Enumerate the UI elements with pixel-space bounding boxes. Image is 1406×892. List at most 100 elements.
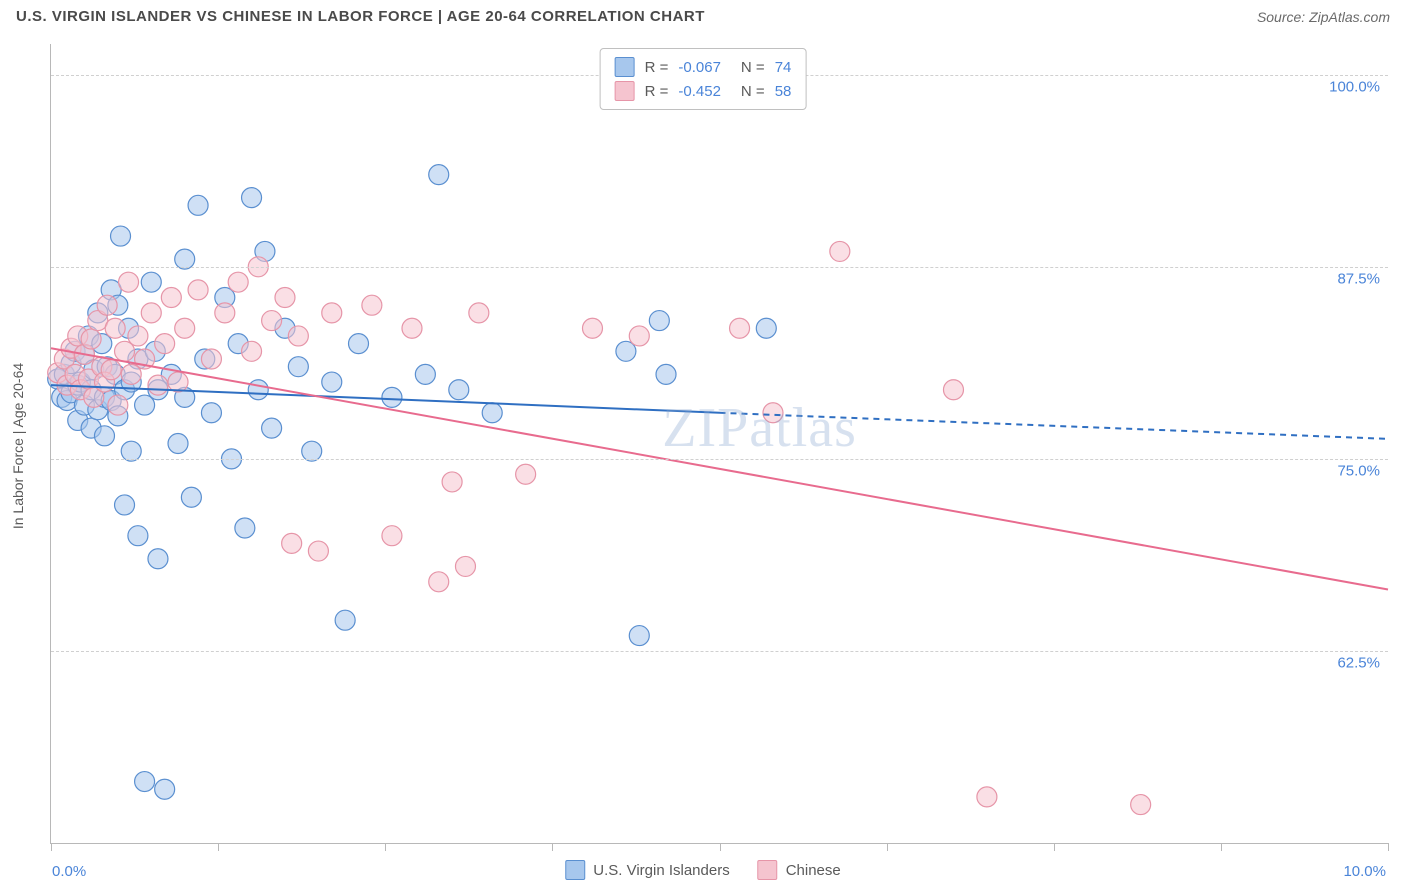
data-point	[288, 326, 308, 346]
data-point	[415, 364, 435, 384]
chart-source: Source: ZipAtlas.com	[1257, 9, 1390, 25]
data-point	[128, 326, 148, 346]
data-point	[119, 272, 139, 292]
data-point	[516, 464, 536, 484]
data-point	[168, 372, 188, 392]
data-point	[201, 349, 221, 369]
data-point	[242, 188, 262, 208]
stat-n-value: 74	[775, 59, 792, 76]
data-point	[382, 387, 402, 407]
data-point	[262, 311, 282, 331]
data-point	[128, 526, 148, 546]
x-axis-max-label: 10.0%	[1343, 863, 1386, 880]
data-point	[115, 495, 135, 515]
data-point	[148, 375, 168, 395]
data-point	[275, 288, 295, 308]
data-point	[429, 572, 449, 592]
swatch-icon	[615, 57, 635, 77]
y-axis-label: In Labor Force | Age 20-64	[10, 363, 26, 529]
data-point	[449, 380, 469, 400]
data-point	[469, 303, 489, 323]
data-point	[148, 549, 168, 569]
trend-line-extrapolated	[720, 413, 1389, 439]
data-point	[155, 779, 175, 799]
data-point	[763, 403, 783, 423]
stats-legend-box: R = -0.067 N = 74 R = -0.452 N = 58	[600, 48, 807, 110]
data-point	[582, 318, 602, 338]
stat-r-label: R =	[645, 59, 669, 76]
stat-r-label: R =	[645, 83, 669, 100]
data-point	[215, 303, 235, 323]
legend-label: Chinese	[786, 862, 841, 879]
swatch-icon	[565, 860, 585, 880]
legend-item: U.S. Virgin Islanders	[565, 860, 729, 880]
data-point	[442, 472, 462, 492]
data-point	[175, 318, 195, 338]
stat-r-value: -0.067	[678, 59, 721, 76]
swatch-icon	[758, 860, 778, 880]
data-point	[94, 426, 114, 446]
data-point	[188, 280, 208, 300]
legend-label: U.S. Virgin Islanders	[593, 862, 729, 879]
scatter-svg	[51, 44, 1388, 843]
data-point	[108, 395, 128, 415]
data-point	[629, 326, 649, 346]
data-point	[308, 541, 328, 561]
data-point	[161, 288, 181, 308]
data-point	[756, 318, 776, 338]
stats-row: R = -0.067 N = 74	[615, 55, 792, 79]
data-point	[382, 526, 402, 546]
data-point	[188, 195, 208, 215]
data-point	[228, 272, 248, 292]
data-point	[322, 372, 342, 392]
data-point	[81, 329, 101, 349]
data-point	[155, 334, 175, 354]
data-point	[977, 787, 997, 807]
data-point	[730, 318, 750, 338]
stat-r-value: -0.452	[678, 83, 721, 100]
data-point	[402, 318, 422, 338]
data-point	[362, 295, 382, 315]
data-point	[135, 772, 155, 792]
stat-n-label: N =	[741, 83, 765, 100]
data-point	[455, 556, 475, 576]
stat-n-value: 58	[775, 83, 792, 100]
stat-n-label: N =	[741, 59, 765, 76]
data-point	[141, 303, 161, 323]
data-point	[201, 403, 221, 423]
trend-line	[51, 348, 1388, 589]
chart-title: U.S. VIRGIN ISLANDER VS CHINESE IN LABOR…	[16, 8, 705, 25]
data-point	[335, 610, 355, 630]
data-point	[288, 357, 308, 377]
data-point	[830, 241, 850, 261]
data-point	[1131, 795, 1151, 815]
data-point	[262, 418, 282, 438]
data-point	[248, 380, 268, 400]
data-point	[101, 360, 121, 380]
series-legend: U.S. Virgin Islanders Chinese	[565, 860, 841, 880]
data-point	[629, 626, 649, 646]
stats-row: R = -0.452 N = 58	[615, 79, 792, 103]
data-point	[943, 380, 963, 400]
data-point	[429, 165, 449, 185]
data-point	[105, 318, 125, 338]
data-point	[168, 434, 188, 454]
swatch-icon	[615, 81, 635, 101]
x-axis-min-label: 0.0%	[52, 863, 86, 880]
data-point	[141, 272, 161, 292]
plot-area: ZIPatlas 62.5%75.0%87.5%100.0%	[50, 44, 1388, 844]
data-point	[649, 311, 669, 331]
data-point	[349, 334, 369, 354]
y-tick-label: 75.0%	[1337, 462, 1380, 479]
data-point	[181, 487, 201, 507]
data-point	[242, 341, 262, 361]
data-point	[111, 226, 131, 246]
data-point	[235, 518, 255, 538]
data-point	[482, 403, 502, 423]
data-point	[322, 303, 342, 323]
data-point	[282, 533, 302, 553]
chart-header: U.S. VIRGIN ISLANDER VS CHINESE IN LABOR…	[0, 0, 1406, 29]
data-point	[97, 295, 117, 315]
y-tick-label: 87.5%	[1337, 270, 1380, 287]
legend-item: Chinese	[758, 860, 841, 880]
